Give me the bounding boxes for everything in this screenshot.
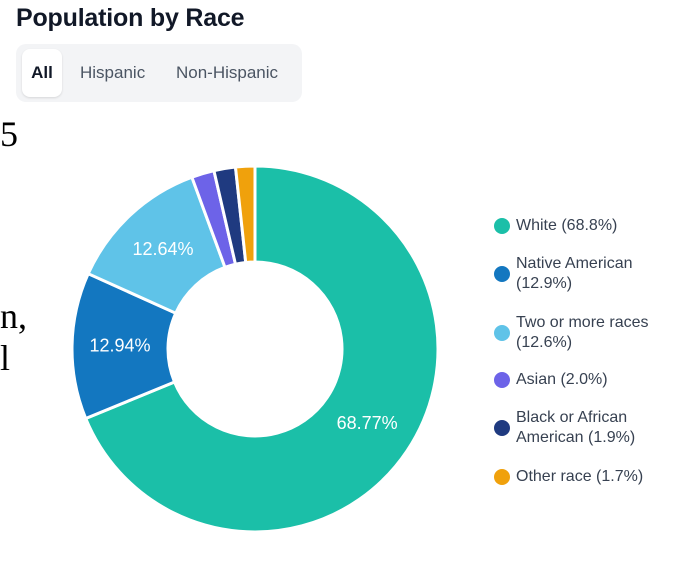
slice-value-label: 68.77% xyxy=(337,413,398,433)
legend-label: Native American (12.9%) xyxy=(516,255,633,292)
legend-item[interactable]: Black or African American (1.9%) xyxy=(494,408,684,448)
tab-all[interactable]: All xyxy=(22,49,62,97)
legend-label: Two or more races (12.6%) xyxy=(516,314,649,351)
legend-swatch xyxy=(494,218,510,234)
tab-non-hispanic[interactable]: Non-Hispanic xyxy=(176,63,279,82)
legend-item[interactable]: Asian (2.0%) xyxy=(494,370,684,390)
legend-swatch xyxy=(494,469,510,485)
legend-label: Black or African American (1.9%) xyxy=(516,409,636,446)
page-title: Population by Race xyxy=(16,4,245,32)
legend-swatch xyxy=(494,325,510,341)
background-text-fragment: 5 xyxy=(0,114,18,154)
tab-hispanic[interactable]: Hispanic xyxy=(80,63,146,82)
background-text-fragment: n, xyxy=(0,296,27,336)
legend-swatch xyxy=(494,420,510,436)
race-filter-tabs: All Hispanic Non-Hispanic xyxy=(16,44,302,102)
legend-item[interactable]: Other race (1.7%) xyxy=(494,467,684,487)
legend-item[interactable]: Native American (12.9%) xyxy=(494,254,684,294)
legend-item[interactable]: Two or more races (12.6%) xyxy=(494,313,684,353)
slice-value-label: 12.64% xyxy=(133,239,194,259)
legend-item[interactable]: White (68.8%) xyxy=(494,216,684,236)
donut-slice-white[interactable] xyxy=(84,164,440,534)
background-text-fragment: l xyxy=(0,338,11,378)
legend-label: White (68.8%) xyxy=(516,217,618,234)
legend-label: Asian (2.0%) xyxy=(516,371,608,388)
donut-slice-other-race[interactable] xyxy=(233,164,257,264)
legend-label: Other race (1.7%) xyxy=(516,468,644,485)
legend-swatch xyxy=(494,372,510,388)
legend-swatch xyxy=(494,266,510,282)
slice-value-label: 12.94% xyxy=(89,335,150,355)
